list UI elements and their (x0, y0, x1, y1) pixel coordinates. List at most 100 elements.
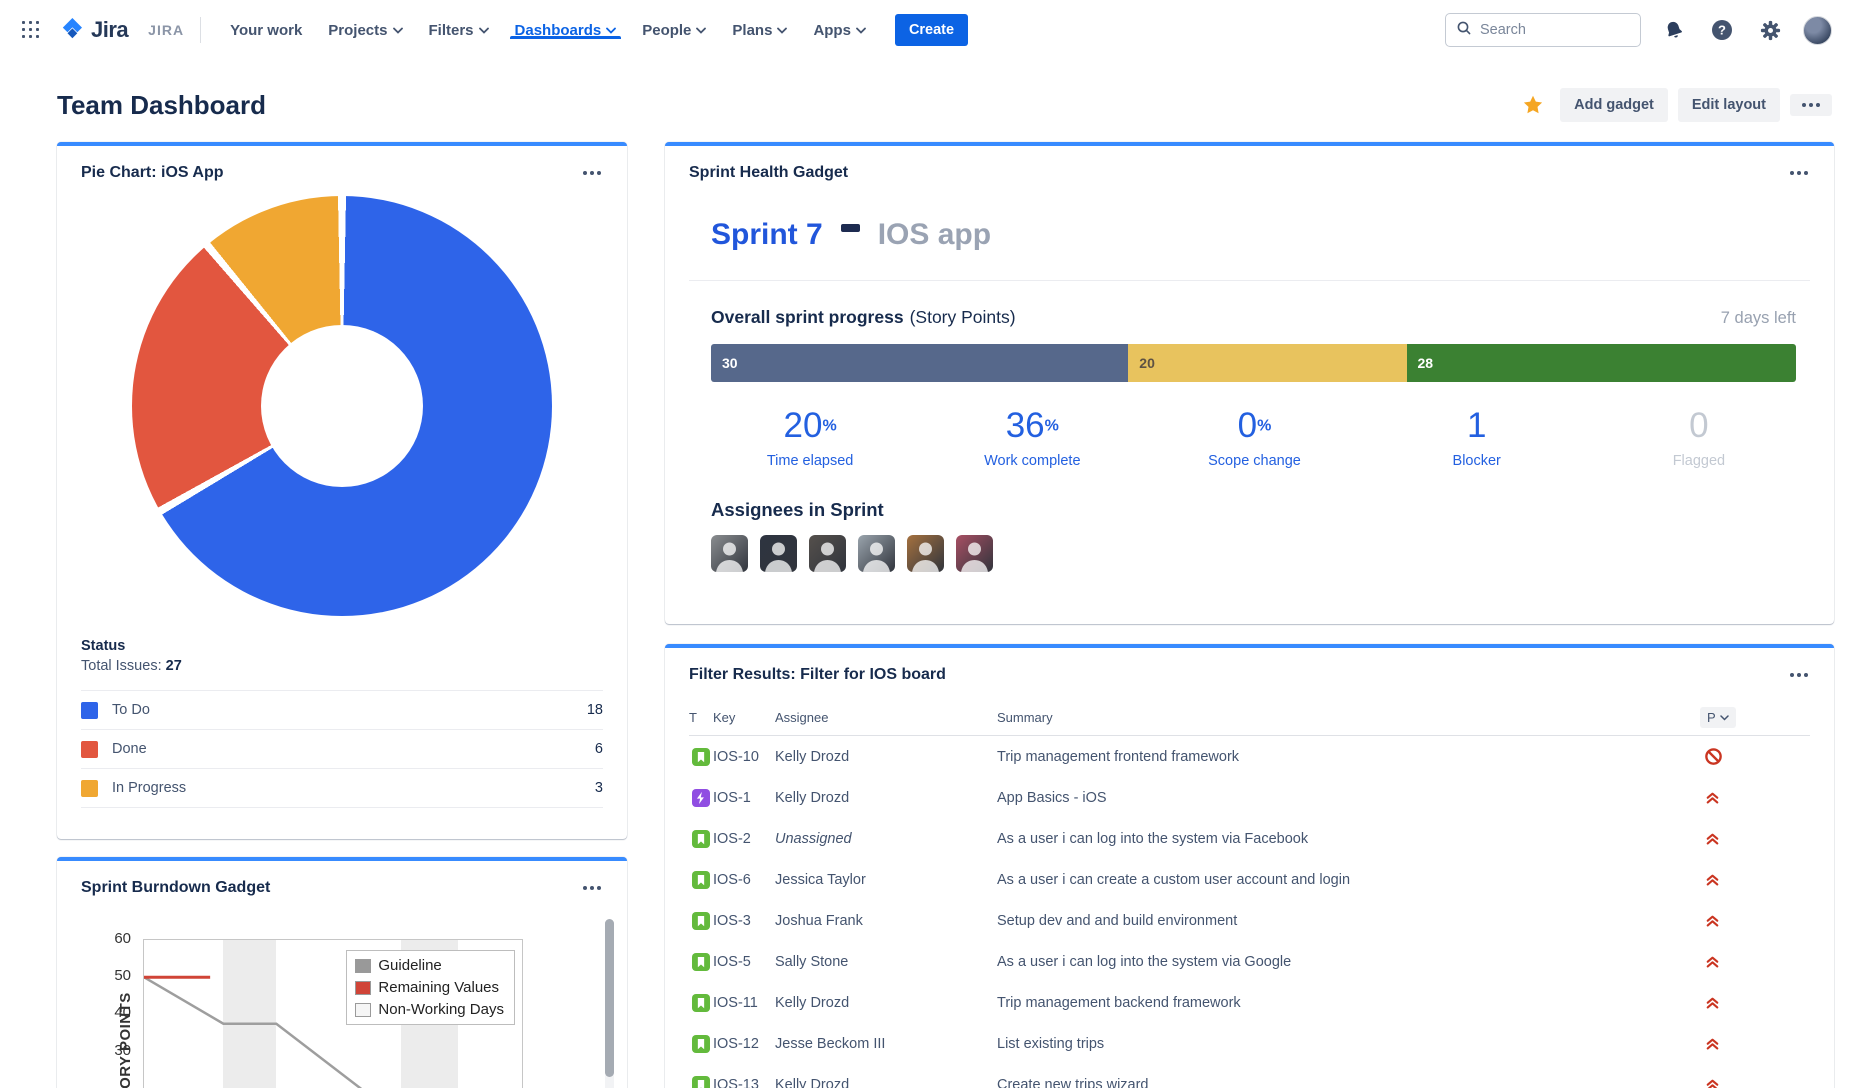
table-row[interactable]: IOS-13 Kelly Drozd Create new trips wiza… (689, 1064, 1810, 1088)
progress-segment: 30 (711, 344, 1129, 382)
gadget-more-button[interactable] (581, 880, 603, 896)
filter-results-gadget: Filter Results: Filter for IOS board T K… (665, 644, 1834, 1088)
pie-total: Total Issues: 27 (81, 658, 182, 674)
divider (689, 280, 1810, 281)
app-grid-icon (21, 20, 41, 40)
nav-item-apps[interactable]: Apps (800, 22, 879, 39)
gadget-scrollbar (605, 919, 614, 1088)
story-icon (689, 870, 713, 889)
summary-cell: Trip management backend framework (997, 994, 1241, 1011)
nav-item-people[interactable]: People (629, 22, 719, 39)
nav-item-your-work[interactable]: Your work (230, 21, 303, 39)
priority-highest-icon (1700, 830, 1810, 847)
avatar[interactable] (858, 535, 895, 572)
pie-legend-row[interactable]: To Do 18 (81, 691, 603, 730)
progress-segment: 20 (1128, 344, 1407, 382)
nav-item-projects[interactable]: Projects (315, 22, 415, 39)
burndown-legend: Guideline Remaining Values Non-Working D… (346, 950, 515, 1025)
search-box[interactable] (1445, 13, 1641, 47)
nav-item-dashboards[interactable]: Dashboards (502, 22, 630, 39)
assignee-cell: Sally Stone (775, 953, 849, 970)
assignee-cell: Unassigned (775, 830, 852, 847)
jira-logo[interactable]: Jira (54, 16, 134, 45)
favorite-star-button[interactable] (1516, 88, 1550, 122)
assignee-cell: Kelly Drozd (775, 994, 850, 1011)
summary-cell: As a user i can log into the system via … (997, 953, 1292, 970)
user-avatar[interactable] (1803, 15, 1832, 45)
assignee-cell: Joshua Frank (775, 912, 863, 929)
assignee-cell: Jesse Beckom III (775, 1035, 886, 1052)
gadget-scrollbar-thumb[interactable] (605, 919, 614, 1077)
col-type: T (689, 710, 697, 725)
table-row[interactable]: IOS-1 Kelly Drozd App Basics - iOS (689, 777, 1810, 818)
nav-item-plans[interactable]: Plans (719, 22, 800, 39)
pie-legend-row[interactable]: Done 6 (81, 730, 603, 769)
table-row[interactable]: IOS-5 Sally Stone As a user i can log in… (689, 941, 1810, 982)
table-row[interactable]: IOS-12 Jesse Beckom III List existing tr… (689, 1023, 1810, 1064)
search-icon (1456, 20, 1472, 41)
story-icon (689, 1034, 713, 1053)
assignee-cell: Jessica Taylor (775, 871, 866, 888)
summary-cell: Trip management frontend framework (997, 748, 1240, 765)
col-priority-sort-button[interactable]: P (1700, 707, 1736, 728)
stat-scope-change: 0% Scope change (1208, 406, 1301, 469)
nav-divider (200, 17, 202, 43)
create-button[interactable]: Create (894, 14, 969, 46)
star-icon (1524, 95, 1543, 114)
gadget-title: Sprint Health Gadget (689, 164, 849, 181)
gadget-more-button[interactable] (1788, 667, 1810, 683)
board-name: IOS app (877, 218, 992, 251)
pie-group-label: Status (81, 638, 126, 654)
help-button[interactable]: ? (1707, 15, 1737, 45)
question-circle-icon: ? (1712, 20, 1732, 40)
stat-blocker: 1 Blocker (1452, 406, 1501, 469)
edit-layout-button[interactable]: Edit layout (1677, 88, 1780, 122)
sprint-health-gadget: Sprint Health Gadget Sprint 7 IOS app Ov… (665, 142, 1834, 624)
avatar[interactable] (907, 535, 944, 572)
sprint-progress-bar: 30 20 28 (711, 344, 1796, 382)
story-icon (689, 747, 713, 766)
jira-logo-icon (60, 16, 84, 45)
app-switcher-button[interactable] (14, 13, 48, 47)
settings-button[interactable] (1755, 15, 1785, 45)
stat-time-elapsed: 20% Time elapsed (766, 406, 854, 469)
summary-cell: As a user i can log into the system via … (997, 830, 1309, 847)
summary-cell: List existing trips (997, 1035, 1105, 1052)
notifications-button[interactable] (1659, 15, 1689, 45)
add-gadget-button[interactable]: Add gadget (1560, 88, 1668, 122)
table-row[interactable]: IOS-6 Jessica Taylor As a user i can cre… (689, 859, 1810, 900)
pie-legend-row[interactable]: In Progress 3 (81, 769, 603, 808)
table-row[interactable]: IOS-2 Unassigned As a user i can log int… (689, 818, 1810, 859)
gadget-title: Pie Chart: iOS App (81, 164, 224, 181)
search-input[interactable] (1480, 22, 1610, 38)
summary-cell: Create new trips wizard (997, 1076, 1149, 1088)
assignee-cell: Kelly Drozd (775, 748, 850, 765)
priority-highest-icon (1700, 953, 1810, 970)
gadget-more-button[interactable] (1788, 165, 1810, 181)
priority-highest-icon (1700, 1035, 1810, 1052)
sprint-name-link[interactable]: Sprint 7 (711, 218, 823, 251)
pie-legend-swatch (81, 740, 98, 758)
site-label: JIRA (148, 22, 185, 38)
chevron-down-icon (696, 27, 707, 34)
table-row[interactable]: IOS-10 Kelly Drozd Trip management front… (689, 736, 1810, 777)
burndown-plot: Guideline Remaining Values Non-Working D… (143, 939, 523, 1088)
nav-item-filters[interactable]: Filters (416, 22, 502, 39)
pie-chart-gadget: Pie Chart: iOS App Status Total Issues: … (57, 142, 627, 839)
avatar[interactable] (956, 535, 993, 572)
avatar[interactable] (760, 535, 797, 572)
summary-cell: App Basics - iOS (997, 789, 1107, 806)
col-summary: Summary (997, 710, 1053, 725)
gear-icon (1760, 20, 1780, 40)
burndown-yticks: 60 50 40 30 (114, 930, 131, 1059)
dashboard-more-button[interactable] (1790, 94, 1832, 116)
avatar[interactable] (809, 535, 846, 572)
assignee-avatars (711, 535, 1810, 572)
table-header-row: T Key Assignee Summary P (689, 700, 1810, 736)
pie-donut[interactable] (132, 196, 552, 616)
table-row[interactable]: IOS-11 Kelly Drozd Trip management backe… (689, 982, 1810, 1023)
gadget-more-button[interactable] (581, 165, 603, 181)
table-row[interactable]: IOS-3 Joshua Frank Setup dev and and bui… (689, 900, 1810, 941)
avatar[interactable] (711, 535, 748, 572)
priority-highest-icon (1700, 789, 1810, 806)
